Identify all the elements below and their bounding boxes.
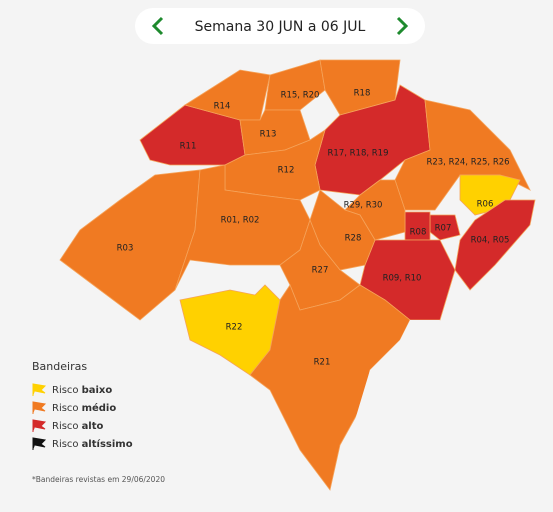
region-label: R15, R20 xyxy=(281,91,320,101)
region-label: R18 xyxy=(354,89,371,99)
legend-title: Bandeiras xyxy=(32,360,87,373)
next-week-arrow[interactable] xyxy=(396,16,409,36)
legend-level: alto xyxy=(82,421,104,432)
legend-flag xyxy=(32,401,47,414)
legend-prefix: Risco xyxy=(52,421,79,432)
prev-week-arrow[interactable] xyxy=(151,16,164,36)
region-label: R14 xyxy=(214,102,231,112)
legend-prefix: Risco xyxy=(52,385,79,396)
legend-flag xyxy=(32,419,47,432)
legend-flag xyxy=(32,383,47,396)
legend-level: baixo xyxy=(82,385,113,396)
region-area[interactable] xyxy=(184,69,271,121)
legend-flag xyxy=(32,437,47,450)
region-label: R13 xyxy=(260,130,277,140)
legend-level: altíssimo xyxy=(82,438,133,450)
region-label: R22 xyxy=(226,323,243,333)
regions: R03 R11 R14 R15, R20 R18 R13 R17, R18, R19 R23,… xyxy=(59,59,536,491)
region-label: R08 xyxy=(410,228,427,238)
region-label: R23, R24, R25, R26 xyxy=(426,158,509,168)
legend-prefix: Risco xyxy=(52,439,79,450)
region-area[interactable] xyxy=(264,59,326,111)
region-label: R28 xyxy=(345,234,362,244)
region-label: R07 xyxy=(435,224,452,234)
region-label: R09, R10 xyxy=(383,274,422,284)
region-label: R21 xyxy=(314,358,331,368)
legend-level: médio xyxy=(82,402,117,414)
region-label: R12 xyxy=(278,166,295,176)
region-label: R17, R18, R19 xyxy=(328,149,389,159)
region-label: R06 xyxy=(477,200,494,210)
region-label: R03 xyxy=(117,244,134,254)
region-label: R29, R30 xyxy=(344,201,383,211)
region-label: R27 xyxy=(312,266,329,276)
legend-prefix: Risco xyxy=(52,403,79,414)
legend-label: Risco baixo xyxy=(52,385,112,396)
week-selector xyxy=(135,8,425,44)
legend-label: Risco alto xyxy=(52,421,104,432)
region-label: R01, R02 xyxy=(221,216,260,226)
region-label: R04, R05 xyxy=(471,236,510,246)
region-area[interactable] xyxy=(454,199,536,291)
footnote: *Bandeiras revistas em 29/06/2020 xyxy=(32,475,165,484)
week-label: Semana 30 JUN a 06 JUL xyxy=(195,19,366,35)
lagoon xyxy=(355,320,440,440)
region-label: R11 xyxy=(180,142,197,152)
legend-label: Risco altíssimo xyxy=(52,438,133,450)
legend-label: Risco médio xyxy=(52,402,116,414)
